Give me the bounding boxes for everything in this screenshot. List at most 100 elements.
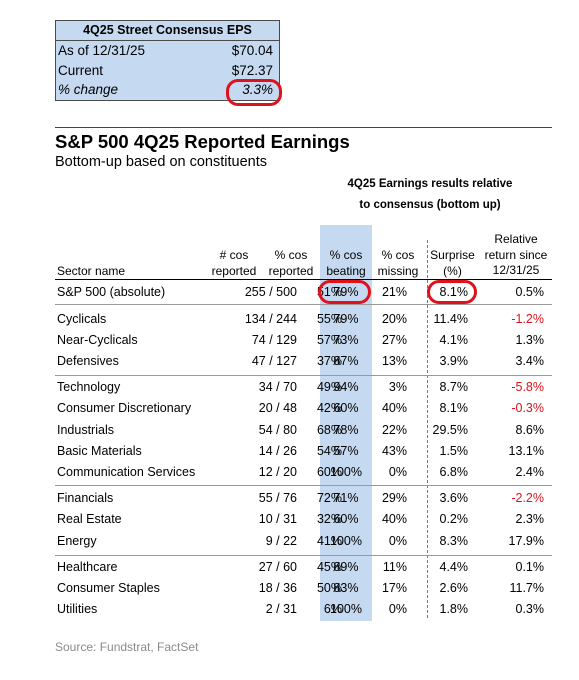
surprise-pct: 2.6% (439, 581, 469, 595)
relative-return: 2.3% (515, 512, 545, 526)
header-beating: % cos beating (320, 248, 372, 279)
pct-missing: 20% (381, 312, 407, 326)
sector-name: S&P 500 (absolute) (57, 285, 166, 299)
sector-name: Energy (57, 534, 97, 548)
sector-name: Financials (57, 491, 114, 505)
eps-row-current: Current $72.37 (56, 61, 279, 81)
table-row: S&P 500 (absolute) 255 / 500 51% 79% 21% 8.1%… (55, 282, 555, 304)
table-row: Cyclicals 134 / 244 55% 79% 20% 11.4% -1.2% (55, 309, 555, 331)
pct-beating: 71% (333, 491, 359, 505)
results-heading-line: 4Q25 Earnings results relative (347, 178, 513, 190)
group-divider (55, 375, 552, 376)
cos-reported: 14 / 26 (258, 444, 297, 458)
cos-reported: 9 / 22 (265, 534, 297, 548)
relative-return: 0.1% (515, 560, 545, 574)
eps-label: Current (58, 62, 104, 78)
header-text: (%) (443, 263, 462, 278)
relative-return: -0.3% (511, 401, 544, 415)
header-pct-reported: % cos reported (262, 248, 320, 279)
header-text: % cos (381, 248, 415, 262)
header-divider (55, 279, 552, 280)
pct-reported: 6% (323, 602, 342, 616)
header-text: beating (326, 263, 366, 278)
pct-reported: 50% (316, 581, 342, 595)
surprise-pct: 8.1% (439, 401, 469, 415)
pct-missing: 17% (381, 581, 407, 595)
surprise-pct: 11.4% (433, 312, 468, 326)
eps-box-title: 4Q25 Street Consensus EPS (56, 21, 279, 41)
surprise-pct: 8.1% (439, 285, 469, 299)
table-row: Healthcare 27 / 60 45% 89% 11% 4.4% 0.1% (55, 557, 555, 579)
pct-reported: 55% (316, 312, 342, 326)
pct-missing: 29% (381, 491, 407, 505)
column-divider (427, 240, 428, 618)
sector-name: Real Estate (57, 512, 122, 526)
header-text: # cos (219, 248, 249, 262)
header-missing: % cos missing (372, 248, 424, 279)
table-row: Technology 34 / 70 49% 94% 3% 8.7% -5.8% (55, 377, 555, 399)
relative-return: -1.2% (511, 312, 544, 326)
relative-return: 2.4% (515, 465, 545, 479)
pct-missing: 11% (382, 560, 407, 574)
header-text: Surprise (430, 248, 475, 262)
header-text: missing (377, 263, 419, 278)
section-divider (55, 127, 552, 128)
cos-reported: 10 / 31 (258, 512, 297, 526)
relative-return: -5.8% (511, 380, 544, 394)
eps-value: $72.37 (231, 62, 273, 78)
cos-reported: 54 / 80 (258, 423, 297, 437)
pct-missing: 40% (381, 401, 407, 415)
sector-name: Basic Materials (57, 444, 142, 458)
sector-name: Communication Services (57, 465, 196, 479)
header-text: Sector name (57, 264, 126, 278)
pct-reported: 60% (316, 465, 342, 479)
table-row: Utilities 2 / 31 6% 100% 0% 1.8% 0.3% (55, 599, 555, 621)
table-row: Consumer Discretionary 20 / 48 42% 60% 40% 8.… (55, 398, 555, 420)
sector-name: Consumer Staples (57, 581, 160, 595)
cos-reported: 134 / 244 (244, 312, 297, 326)
pct-beating: 100% (330, 602, 362, 616)
sector-name: Cyclicals (57, 312, 107, 326)
pct-missing: 0% (388, 465, 407, 479)
pct-missing: 43% (381, 444, 407, 458)
table-row: Energy 9 / 22 41% 100% 0% 8.3% 17.9% (55, 531, 555, 553)
sector-name: Defensives (57, 354, 119, 368)
pct-reported: 37% (316, 354, 342, 368)
eps-label: % change (58, 82, 119, 97)
pct-beating: 83% (333, 581, 359, 595)
table-row: Near-Cyclicals 74 / 129 57% 73% 27% 4.1% 1.3% (55, 330, 555, 352)
surprise-pct: 6.8% (439, 465, 469, 479)
highlight-circle (427, 280, 477, 304)
relative-return: 1.3% (515, 333, 545, 347)
cos-reported: 12 / 20 (258, 465, 297, 479)
surprise-pct: 29.5% (432, 423, 468, 437)
cos-reported: 27 / 60 (258, 560, 297, 574)
header-text: % cos (274, 248, 308, 262)
cos-reported: 47 / 127 (251, 354, 297, 368)
table-row: Financials 55 / 76 72% 71% 29% 3.6% -2.2% (55, 488, 555, 510)
surprise-pct: 0.2% (439, 512, 469, 526)
pct-reported: 54% (316, 444, 342, 458)
pct-beating: 94% (333, 380, 359, 394)
sector-name: Industrials (57, 423, 114, 437)
pct-beating: 57% (333, 444, 359, 458)
pct-missing: 22% (381, 423, 407, 437)
relative-return: 8.6% (515, 423, 545, 437)
pct-missing: 3% (388, 380, 407, 394)
header-text: reported (268, 263, 314, 278)
header-surprise: Surprise (%) (425, 248, 480, 279)
header-sector: Sector name (57, 264, 125, 280)
sector-name: Consumer Discretionary (57, 401, 192, 415)
relative-return: 13.1% (508, 444, 544, 458)
pct-reported: 49% (316, 380, 342, 394)
cos-reported: 20 / 48 (258, 401, 297, 415)
highlight-circle (318, 280, 371, 304)
relative-return: 3.4% (515, 354, 545, 368)
surprise-pct: 1.5% (439, 444, 469, 458)
pct-beating: 87% (333, 354, 359, 368)
table-row: Defensives 47 / 127 37% 87% 13% 3.9% 3.4% (55, 351, 555, 373)
highlight-circle (226, 79, 282, 106)
pct-reported: 45% (316, 560, 342, 574)
pct-reported: 42% (316, 401, 342, 415)
surprise-pct: 4.4% (439, 560, 469, 574)
